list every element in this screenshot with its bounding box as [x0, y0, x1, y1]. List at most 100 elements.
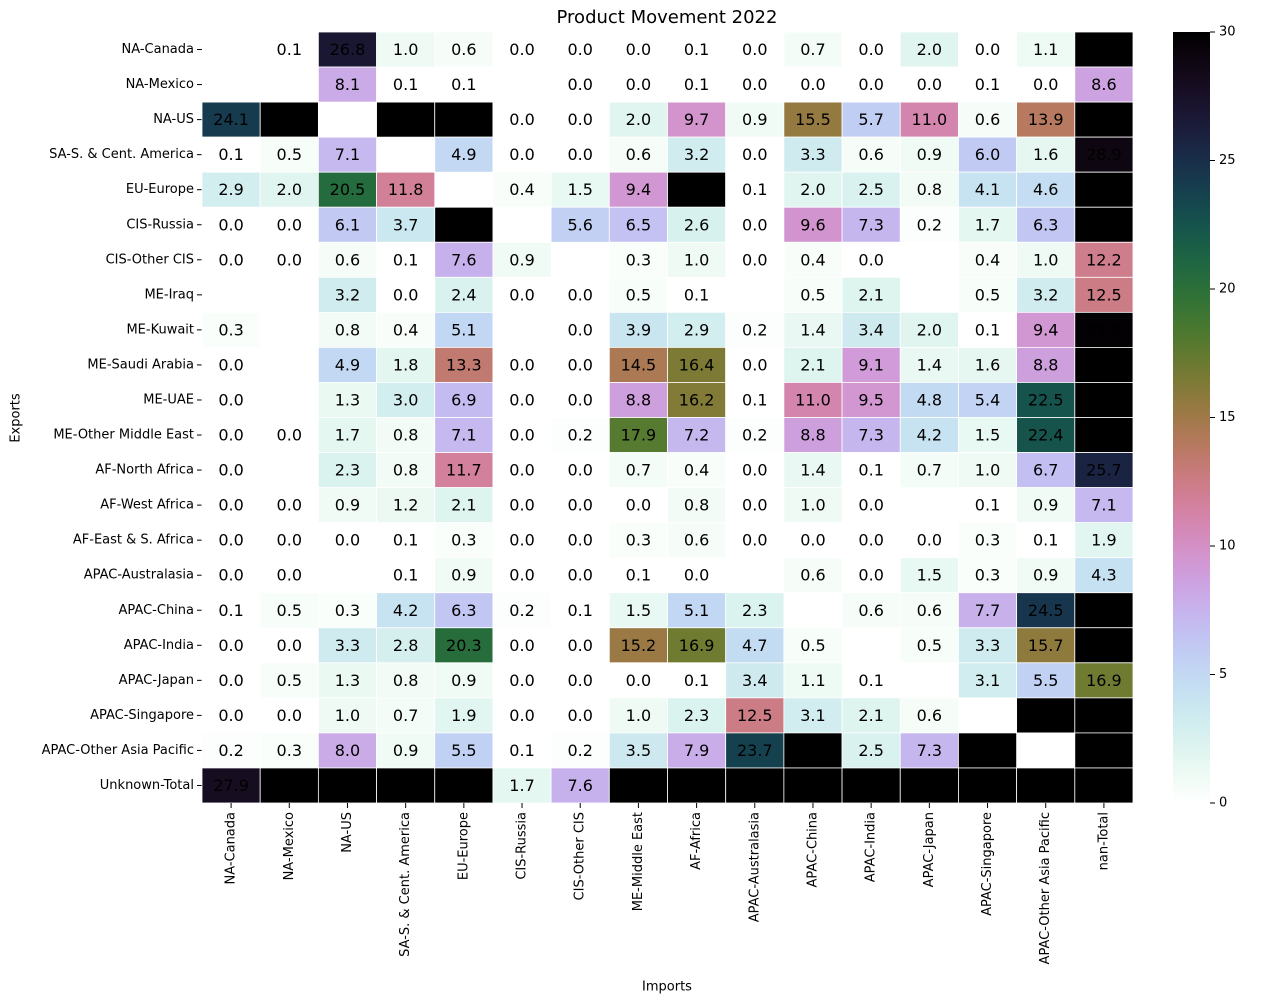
heatmap-cell — [317, 276, 377, 313]
heatmap-cell — [376, 627, 436, 664]
cell-label: 0.0 — [567, 566, 592, 585]
heatmap-cell — [667, 767, 727, 804]
heatmap-cell — [958, 171, 1018, 208]
cell-label: 74.1 — [1086, 355, 1122, 374]
heatmap-cell — [1074, 241, 1134, 278]
heatmap-cell — [899, 767, 959, 804]
cell-label: 0.0 — [277, 426, 302, 445]
cell-label: 9.6 — [800, 215, 825, 234]
cell-label: 0.1 — [626, 566, 651, 585]
heatmap-cell — [667, 487, 727, 524]
heatmap-cell — [434, 767, 494, 804]
heatmap-cell — [899, 627, 959, 664]
heatmap-cell — [841, 31, 901, 68]
cell-label: 16.2 — [679, 390, 715, 409]
cell-label: 0.2 — [742, 320, 767, 339]
cell-label: 26.8 — [330, 40, 366, 59]
cell-label: 1.0 — [393, 40, 418, 59]
heatmap-cell — [725, 31, 785, 68]
cell-label: 0.0 — [626, 496, 651, 515]
heatmap-cell — [667, 697, 727, 734]
cell-label: 0.0 — [509, 390, 534, 409]
cell-label: 0.0 — [567, 496, 592, 515]
heatmap-cell — [376, 522, 436, 559]
cell-label: 0.7 — [800, 40, 825, 59]
cell-label: 0.0 — [218, 215, 243, 234]
heatmap-cell — [1016, 452, 1076, 488]
cell-label: 4.8 — [917, 390, 942, 409]
cell-label: 0.0 — [567, 531, 592, 550]
cell-label: 0.1 — [1033, 531, 1058, 550]
heatmap-cell — [492, 276, 552, 313]
cell-label: 1.2 — [393, 496, 418, 515]
cell-label: 0.0 — [218, 706, 243, 725]
cell-label: 0.0 — [393, 285, 418, 304]
cell-label: 12.2 — [1086, 250, 1122, 269]
colorbar-tick-label: 25 — [1219, 153, 1236, 168]
cell-label: 0.0 — [567, 285, 592, 304]
heatmap-cell — [492, 136, 552, 173]
heatmap-cell — [434, 697, 494, 734]
x-tick-label: ME-Middle East — [631, 812, 646, 911]
x-tick-label: APAC-Japan — [922, 812, 937, 887]
x-tick-label: SA-S. & Cent. America — [398, 812, 413, 957]
heatmap-cell — [1074, 136, 1134, 173]
heatmap-cell — [841, 171, 901, 208]
heatmap-cell — [201, 452, 261, 488]
cell-label: 93.3 — [795, 776, 831, 795]
cell-label: 140.8 — [674, 776, 720, 795]
colorbar-tick-label: 15 — [1219, 410, 1236, 425]
cell-label: 0.2 — [742, 426, 767, 445]
x-tick-label: EU-Europe — [456, 812, 471, 880]
heatmap-cell — [201, 136, 261, 173]
heatmap-cell — [841, 276, 901, 313]
cell-label: 24.1 — [213, 110, 249, 129]
cell-label: 3.4 — [858, 320, 883, 339]
cell-label: 47.0 — [679, 180, 715, 199]
cell-label: 22.5 — [1028, 390, 1064, 409]
heatmap-cell — [317, 66, 377, 103]
y-tick-label: APAC-Australasia — [84, 568, 194, 583]
cell-label: 0.0 — [858, 496, 883, 515]
cell-label: 5.1 — [684, 601, 709, 620]
heatmap-cell — [725, 382, 785, 418]
cell-label: 9.7 — [684, 110, 709, 129]
cell-label: 5.6 — [567, 215, 592, 234]
heatmap-cell — [725, 66, 785, 103]
heatmap-cell — [201, 417, 261, 453]
heatmap-cell — [259, 171, 319, 208]
cell-label: 0.0 — [742, 250, 767, 269]
heatmap-cell — [783, 66, 843, 103]
cell-label: 0.8 — [393, 426, 418, 445]
cell-label: 1.9 — [451, 706, 476, 725]
heatmap-cell — [667, 522, 727, 559]
heatmap-cell — [259, 101, 319, 138]
cell-label: 0.0 — [218, 636, 243, 655]
heatmap-cell — [550, 627, 610, 664]
cell-label: 0.1 — [742, 180, 767, 199]
heatmap-cell — [1016, 767, 1076, 804]
heatmap-cell — [1074, 206, 1134, 243]
cell-label: 0.1 — [567, 601, 592, 620]
cell-label: 0.0 — [277, 566, 302, 585]
y-tick-label: APAC-Singapore — [90, 708, 194, 723]
cell-label: 0.1 — [975, 320, 1000, 339]
heatmap-cell — [841, 767, 901, 804]
cell-label: 34.7 — [970, 741, 1006, 760]
cell-label: 32.3 — [1086, 40, 1122, 59]
heatmap-cell — [958, 241, 1018, 278]
heatmap-cell — [434, 522, 494, 559]
cell-label: 6.0 — [975, 145, 1000, 164]
heatmap-cell — [434, 276, 494, 313]
heatmap-cell — [201, 592, 261, 629]
cell-label: 1.4 — [917, 355, 942, 374]
heatmap-cell — [317, 417, 377, 453]
heatmap-cell — [550, 662, 610, 699]
cell-label: 13.3 — [446, 355, 482, 374]
cell-label: 3.7 — [393, 215, 418, 234]
heatmap-cell — [434, 627, 494, 664]
cell-label: 0.0 — [509, 671, 534, 690]
cell-label: 6.7 — [1033, 461, 1058, 480]
cell-label: 3.0 — [393, 390, 418, 409]
heatmap-cell — [317, 767, 377, 804]
